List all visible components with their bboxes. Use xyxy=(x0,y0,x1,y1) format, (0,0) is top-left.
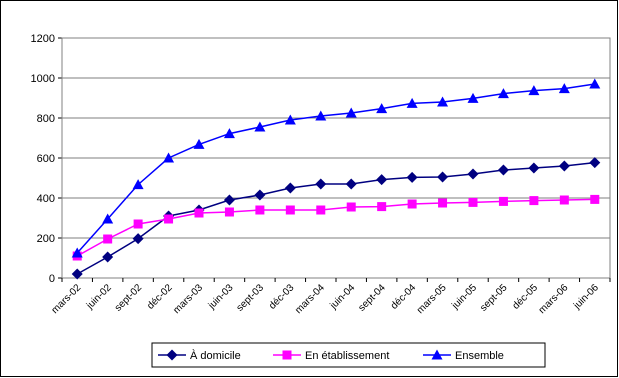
data-point xyxy=(497,164,509,176)
data-point xyxy=(315,110,327,121)
data-point xyxy=(589,78,601,89)
data-point xyxy=(345,178,357,190)
data-point xyxy=(133,219,143,229)
series-line xyxy=(76,198,595,257)
y-tick-label: 400 xyxy=(37,193,55,205)
data-point xyxy=(406,171,418,183)
data-point xyxy=(467,168,479,180)
data-point xyxy=(193,138,205,149)
data-point xyxy=(163,152,175,163)
data-point xyxy=(102,213,114,224)
data-point xyxy=(528,162,540,174)
legend-label: Ensemble xyxy=(455,350,504,362)
data-point xyxy=(315,178,327,190)
data-point xyxy=(254,121,266,132)
data-point xyxy=(590,194,600,204)
data-point xyxy=(285,205,295,215)
data-point xyxy=(255,205,265,215)
data-point xyxy=(558,83,570,94)
data-point xyxy=(498,196,508,206)
data-point xyxy=(497,88,509,99)
data-point xyxy=(284,182,296,194)
data-point xyxy=(284,114,296,125)
data-point xyxy=(223,128,235,139)
data-point xyxy=(132,179,144,190)
data-point xyxy=(103,234,113,244)
data-point xyxy=(438,198,448,208)
y-tick-label: 200 xyxy=(37,233,55,245)
legend-label: À domicile xyxy=(190,349,241,362)
legend-label: En établissement xyxy=(305,350,389,362)
data-point xyxy=(194,208,204,218)
legend-marker xyxy=(282,350,292,360)
data-point xyxy=(467,92,479,103)
data-point xyxy=(132,233,144,245)
data-point xyxy=(71,268,83,280)
y-tick-label: 600 xyxy=(37,153,55,165)
data-point xyxy=(102,251,114,263)
data-point xyxy=(316,205,326,215)
y-tick-label: 0 xyxy=(49,273,55,285)
data-point xyxy=(437,96,449,107)
data-point xyxy=(589,157,601,169)
data-point xyxy=(224,207,234,217)
data-point xyxy=(376,174,388,186)
data-point xyxy=(528,85,540,96)
data-point xyxy=(164,214,174,224)
data-point xyxy=(346,202,356,212)
data-point xyxy=(437,171,449,183)
data-point xyxy=(559,195,569,205)
y-tick-label: 1200 xyxy=(31,33,55,45)
y-tick-label: 1000 xyxy=(31,73,55,85)
data-point xyxy=(529,196,539,206)
y-tick-label: 800 xyxy=(37,113,55,125)
data-point xyxy=(377,202,387,212)
legend-marker xyxy=(431,349,443,360)
data-point xyxy=(407,199,417,209)
data-point xyxy=(406,97,418,108)
data-point xyxy=(71,247,83,258)
data-point xyxy=(376,103,388,114)
data-point xyxy=(345,107,357,118)
legend-box xyxy=(151,342,546,368)
legend-marker xyxy=(166,349,178,361)
data-point xyxy=(468,197,478,207)
data-point xyxy=(223,194,235,206)
data-point xyxy=(558,160,570,172)
data-point xyxy=(254,189,266,201)
